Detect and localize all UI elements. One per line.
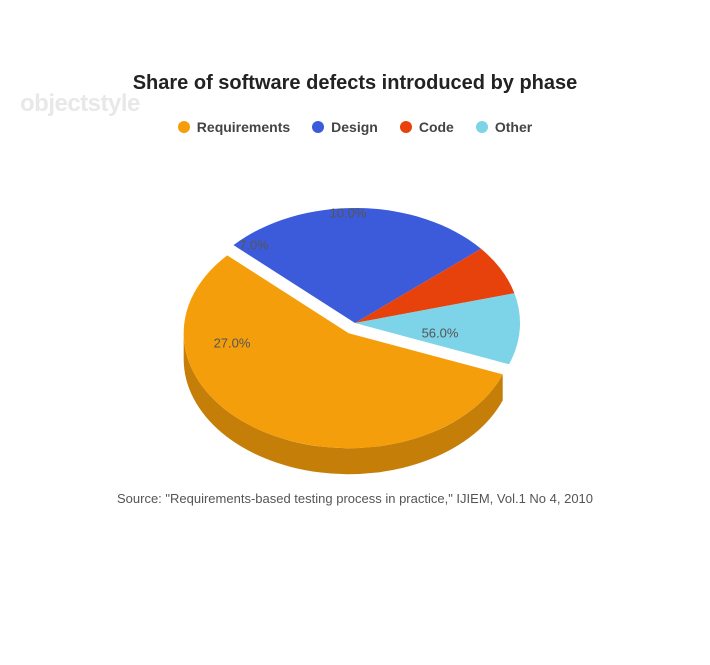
legend-dot-icon <box>476 121 488 133</box>
legend-item-requirements: Requirements <box>178 119 290 135</box>
legend-label: Code <box>419 119 454 135</box>
legend-label: Design <box>331 119 378 135</box>
legend: Requirements Design Code Other <box>0 119 710 135</box>
source-citation: Source: "Requirements-based testing proc… <box>0 491 710 506</box>
legend-label: Requirements <box>197 119 290 135</box>
slice-label-requirements: 56.0% <box>422 326 459 341</box>
legend-dot-icon <box>400 121 412 133</box>
watermark: objectstyle <box>20 90 140 118</box>
legend-dot-icon <box>312 121 324 133</box>
slice-label-other: 10.0% <box>330 206 367 221</box>
legend-label: Other <box>495 119 532 135</box>
legend-item-other: Other <box>476 119 532 135</box>
legend-dot-icon <box>178 121 190 133</box>
legend-item-code: Code <box>400 119 454 135</box>
slice-label-code: 7.0% <box>239 238 269 253</box>
slice-label-design: 27.0% <box>214 336 251 351</box>
pie-chart: 56.0% 27.0% 7.0% 10.0% <box>0 153 710 483</box>
legend-item-design: Design <box>312 119 378 135</box>
